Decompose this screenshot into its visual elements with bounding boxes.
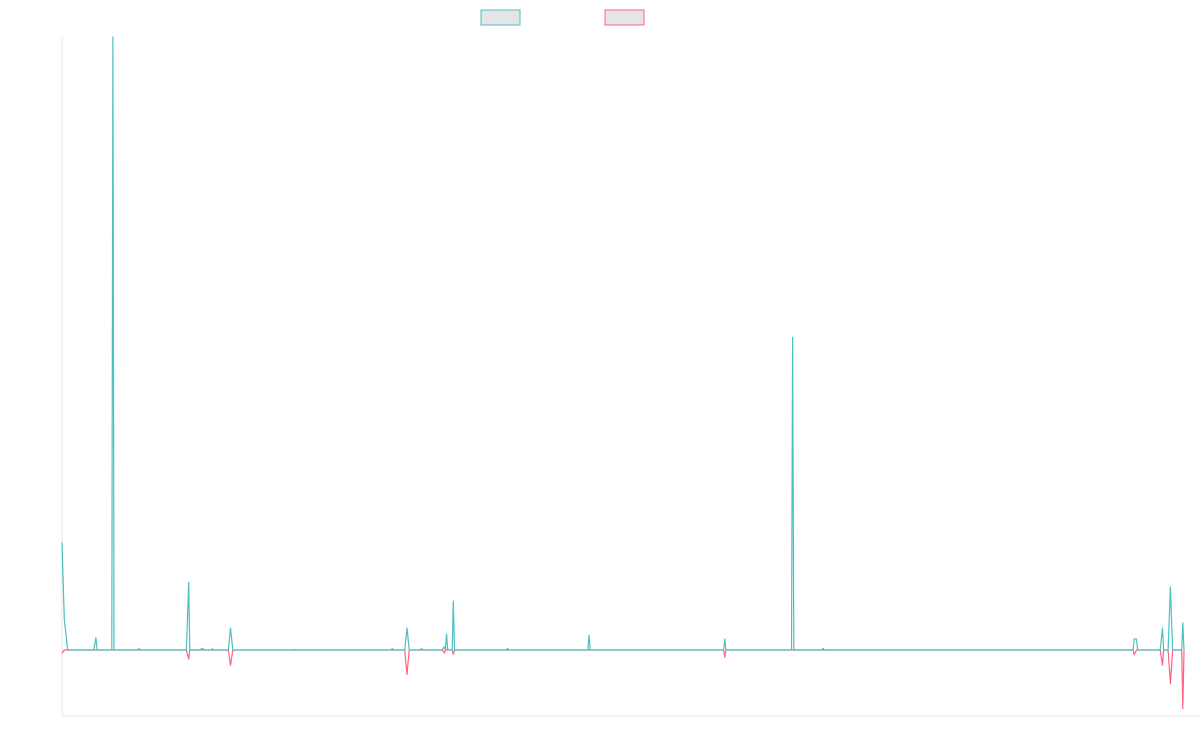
series-layer bbox=[61, 36, 1185, 710]
axes bbox=[61, 37, 1200, 717]
series-line-2 bbox=[61, 649, 1185, 710]
legend-swatch-2 bbox=[604, 9, 645, 26]
series-line-1 bbox=[61, 36, 1185, 651]
legend-swatch-1 bbox=[480, 9, 521, 26]
legend bbox=[480, 9, 645, 26]
